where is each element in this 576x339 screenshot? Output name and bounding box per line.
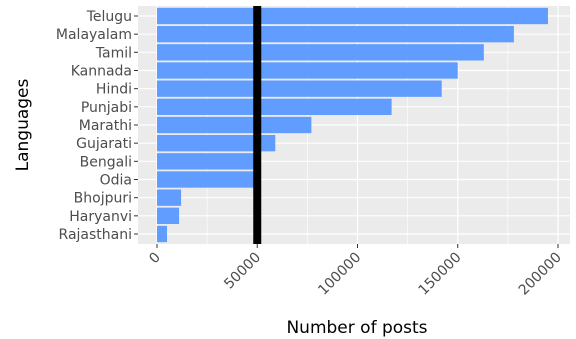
y-tick-label: Malayalam: [56, 27, 132, 43]
x-axis-ticks: 0 50000 100000 150000 200000: [146, 244, 565, 299]
x-tick-label: 0: [146, 250, 164, 268]
y-tick-label: Haryanvi: [69, 209, 132, 225]
x-tick-label: 100000: [315, 250, 364, 299]
bar-punjabi: [157, 98, 392, 116]
bar-bengali: [157, 153, 256, 170]
y-tick-label: Bengali: [80, 154, 132, 170]
y-tick-label: Odia: [100, 173, 132, 189]
y-tick-label: Telugu: [86, 9, 132, 25]
bar-hindi: [157, 80, 442, 97]
bar-tamil: [157, 44, 484, 61]
y-tick-label: Kannada: [71, 64, 132, 80]
y-tick-label: Marathi: [79, 118, 132, 134]
x-tick-label: 200000: [516, 250, 565, 299]
bar-odia: [157, 171, 256, 188]
bar-telugu: [157, 7, 548, 25]
x-tick-label: 50000: [221, 250, 264, 293]
bar-rajasthani: [157, 225, 168, 243]
y-tick-label: Rajasthani: [59, 227, 132, 243]
y-tick-label: Tamil: [95, 45, 132, 61]
y-tick-label: Punjabi: [81, 100, 132, 116]
y-axis-title: Languages: [13, 78, 33, 171]
y-tick-label: Hindi: [96, 82, 132, 98]
x-axis-title: Number of posts: [286, 318, 427, 338]
bar-malayalam: [157, 25, 514, 43]
bar-marathi: [157, 116, 312, 134]
bar-haryanvi: [157, 207, 180, 225]
y-axis-ticks: Telugu Malayalam Tamil Kannada Hindi Punjabi M…: [56, 9, 138, 243]
x-tick-label: 150000: [415, 250, 464, 299]
bar-bhojpuri: [157, 189, 182, 206]
y-tick-label: Bhojpuri: [74, 191, 132, 207]
bar-gujarati: [157, 134, 276, 152]
bar-kannada: [157, 62, 458, 79]
y-tick-label: Gujarati: [76, 136, 132, 152]
